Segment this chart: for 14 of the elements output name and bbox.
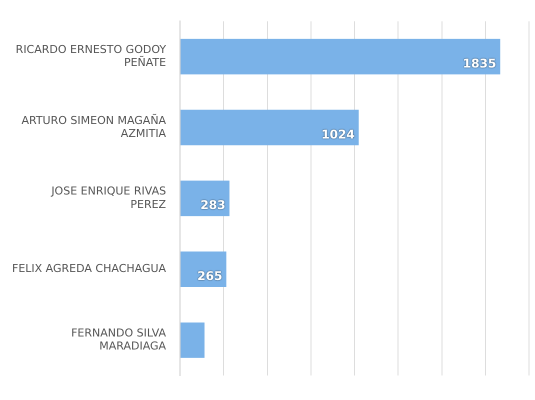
- y-tick-label: FELIX AGREDA CHACHAGUA: [12, 262, 167, 276]
- data-label: 1835: [462, 56, 496, 70]
- data-label: 265: [197, 269, 222, 284]
- bar: [180, 322, 205, 358]
- data-label: 283: [200, 198, 226, 212]
- y-tick-label: ARTURO SIMEON MAGAÑA AZMITIA: [21, 112, 167, 140]
- bar: [180, 38, 500, 74]
- bar: [180, 110, 359, 146]
- y-tick-label: JOSE ENRIQUE RIVAS PEREZ: [50, 184, 167, 211]
- data-label: 1024: [321, 127, 355, 142]
- y-tick-label: RICARDO ERNESTO GODOY PEÑATE: [16, 42, 166, 70]
- bar: [180, 252, 226, 287]
- bar: [180, 180, 230, 216]
- y-tick-label: FERNANDO SILVA MARADIAGA: [71, 326, 167, 353]
